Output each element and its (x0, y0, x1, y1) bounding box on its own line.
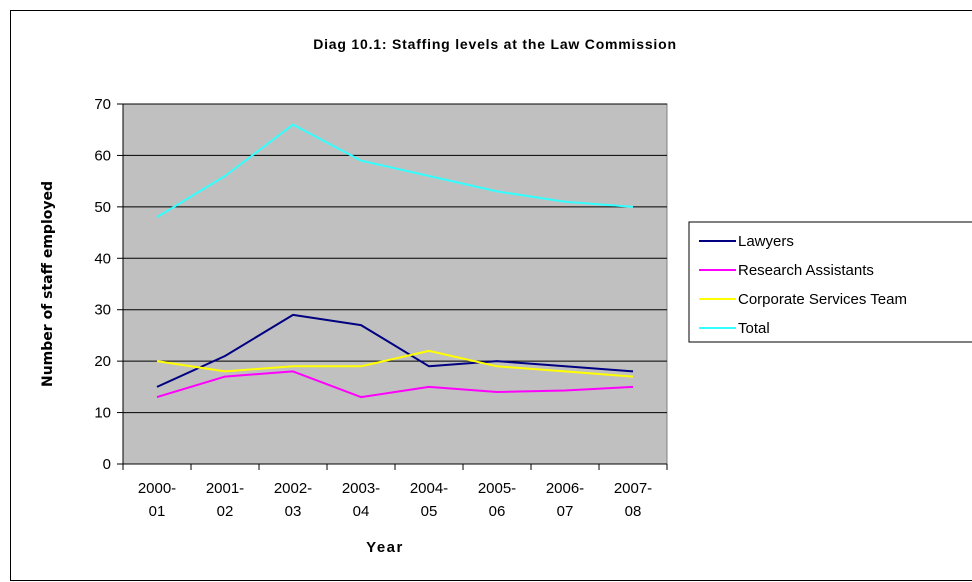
legend-box (688, 221, 972, 343)
legend-label-corporate-services-team: Corporate Services Team (738, 291, 907, 308)
x-tick-label: 08 (625, 503, 642, 520)
x-tick-label: 2005- (478, 480, 516, 497)
y-tick-label: 40 (94, 250, 111, 267)
x-tick-label: 2003- (342, 480, 380, 497)
x-tick-label: 2001- (206, 480, 244, 497)
series-line-research-assistants (156, 370, 634, 399)
y-axis-title: Number of staff employed (40, 181, 56, 387)
y-tick-label: 30 (94, 302, 111, 319)
x-tick-label: 07 (557, 503, 574, 520)
y-tick-label: 0 (103, 456, 111, 473)
y-tick-label: 20 (94, 353, 111, 370)
series-line-total (156, 123, 634, 218)
x-tick-label: 04 (353, 503, 370, 520)
legend-label-research-assistants: Research Assistants (738, 262, 874, 279)
series-lines (156, 123, 634, 399)
y-tick-label: 70 (94, 96, 111, 113)
legend-label-lawyers: Lawyers (738, 233, 794, 250)
legend-label-total: Total (738, 320, 770, 337)
x-tick-label: 2007- (614, 480, 652, 497)
axes (117, 103, 668, 470)
y-tick-label: 10 (94, 405, 111, 422)
chart-title: Diag 10.1: Staffing levels at the Law Co… (313, 36, 677, 52)
series-line-corporate-services-team (156, 349, 634, 378)
chart-svg: Diag 10.1: Staffing levels at the Law Co… (40, 36, 972, 556)
y-tick-label: 50 (94, 199, 111, 216)
chart-frame: Diag 10.1: Staffing levels at the Law Co… (10, 10, 972, 581)
x-axis-title: Year (366, 539, 404, 556)
x-tick-label: 01 (149, 503, 166, 520)
x-tick-label: 2002- (274, 480, 312, 497)
x-tick-label: 2004- (410, 480, 448, 497)
series-line-lawyers (156, 313, 634, 388)
x-tick-label: 02 (217, 503, 234, 520)
tick-labels: 0 10 20 30 40 50 60 70 2000- 01 2001- 02 2002- 03 2003… (94, 96, 652, 520)
x-tick-label: 06 (489, 503, 506, 520)
x-tick-label: 2006- (546, 480, 584, 497)
legend: Lawyers Research Assistants Corporate Serv… (688, 221, 972, 343)
x-tick-label: 05 (421, 503, 438, 520)
x-tick-label: 03 (285, 503, 302, 520)
x-tick-label: 2000- (138, 480, 176, 497)
y-tick-label: 60 (94, 147, 111, 164)
plot-area (122, 103, 668, 465)
